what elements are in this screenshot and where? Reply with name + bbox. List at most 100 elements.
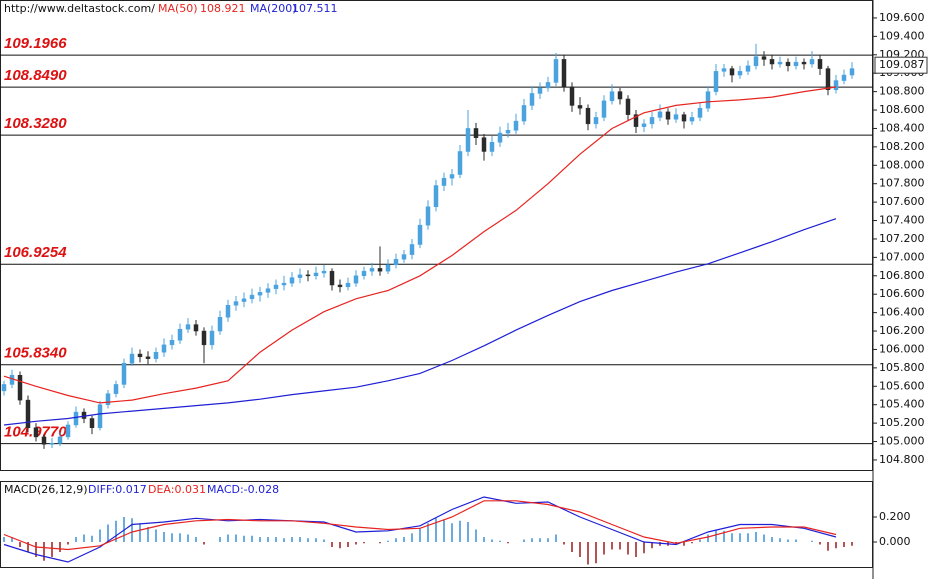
y-tick-label: 0.000 (879, 535, 911, 548)
level-label: 108.3280 (4, 115, 67, 132)
y-tick-label: 107.200 (879, 232, 925, 245)
candle-body (185, 324, 191, 330)
candle-body (321, 270, 327, 274)
candle-body (81, 411, 87, 419)
candle-body (305, 274, 311, 277)
y-tick-label: 108.600 (879, 103, 925, 116)
candle-body (353, 275, 359, 284)
candle-body (465, 128, 471, 152)
price-box (874, 56, 928, 74)
candle-body (121, 363, 127, 385)
candle-body (569, 86, 575, 106)
legend-name: MACD:-0.028 (207, 483, 279, 496)
candle-body (401, 254, 407, 260)
candle-body (713, 71, 719, 92)
candle-body (249, 294, 255, 300)
legend-name: DIFF:0.017 (88, 483, 147, 496)
candle-body (641, 123, 647, 127)
candle-body (9, 374, 15, 385)
candle-body (617, 91, 623, 100)
candle-body (361, 270, 367, 277)
candle-body (273, 284, 279, 289)
candle-body (769, 59, 775, 65)
candle-body (225, 305, 231, 318)
candle-body (753, 56, 759, 67)
candle-body (473, 128, 479, 138)
candle-body (737, 71, 743, 76)
candle-body (65, 424, 71, 438)
candle-body (257, 292, 263, 296)
candle-body (369, 268, 375, 272)
candle-body (393, 258, 399, 265)
level-label: 109.1966 (4, 35, 67, 52)
candle-body (209, 330, 215, 346)
candle-body (289, 277, 295, 284)
candle-body (17, 374, 23, 401)
y-tick-label: 106.800 (879, 269, 925, 282)
candle-body (601, 100, 607, 118)
y-tick-label: 107.800 (879, 177, 925, 190)
candle-body (145, 356, 151, 359)
candle-body (697, 107, 703, 118)
candle-body (457, 151, 463, 175)
candle-body (705, 91, 711, 109)
candle-body (433, 185, 439, 207)
legend-name: MA(50) (158, 2, 198, 15)
legend-name: MA(200) (250, 2, 297, 15)
y-tick-label: 107.000 (879, 250, 925, 263)
candle-body (417, 224, 423, 245)
candle-body (849, 68, 855, 76)
y-tick-label: 106.000 (879, 342, 925, 355)
candle-body (49, 443, 55, 445)
candle-body (833, 80, 839, 91)
candle-body (529, 93, 535, 106)
candle-body (265, 288, 271, 293)
candle-body (57, 436, 63, 444)
level-label: 108.8490 (4, 67, 67, 84)
candle-body (105, 393, 111, 405)
candle-body (625, 98, 631, 115)
y-tick-label: 108.000 (879, 158, 925, 171)
y-tick-label: 109.400 (879, 29, 925, 42)
candle-body (689, 117, 695, 122)
candle-body (169, 339, 175, 346)
y-tick-label: 106.600 (879, 287, 925, 300)
candle-body (825, 68, 831, 91)
y-tick-label: 105.800 (879, 361, 925, 374)
candle-body (297, 274, 303, 278)
candle-body (337, 284, 343, 288)
y-tick-label: 107.400 (879, 214, 925, 227)
y-tick-label: 108.200 (879, 140, 925, 153)
candle-body (241, 298, 247, 302)
y-tick-label: 104.800 (879, 453, 925, 466)
candle-body (217, 316, 223, 332)
y-tick-label: 108.400 (879, 121, 925, 134)
candle-body (521, 105, 527, 122)
candle-body (577, 105, 583, 109)
candle-body (545, 82, 551, 89)
series-line (3, 218, 837, 426)
candle-body (609, 91, 615, 102)
candle-body (793, 61, 799, 67)
candle-body (41, 436, 47, 445)
candle-body (801, 61, 807, 65)
candle-body (729, 68, 735, 76)
y-tick-label: 108.800 (879, 85, 925, 98)
candle-body (233, 301, 239, 306)
candle-body (809, 59, 815, 65)
candle-body (841, 74, 847, 81)
y-tick-label: 105.200 (879, 416, 925, 429)
candle-body (553, 59, 559, 83)
y-tick-label: 107.600 (879, 195, 925, 208)
y-tick-label: 105.000 (879, 435, 925, 448)
candle-body (817, 59, 823, 69)
legend-name: DEA:0.031 (148, 483, 206, 496)
candle-body (345, 282, 351, 288)
candle-body (745, 65, 751, 72)
candle-body (409, 244, 415, 255)
y-tick-label: 105.400 (879, 398, 925, 411)
candle-body (137, 353, 143, 358)
series-line (3, 86, 837, 404)
candle-body (649, 117, 655, 125)
